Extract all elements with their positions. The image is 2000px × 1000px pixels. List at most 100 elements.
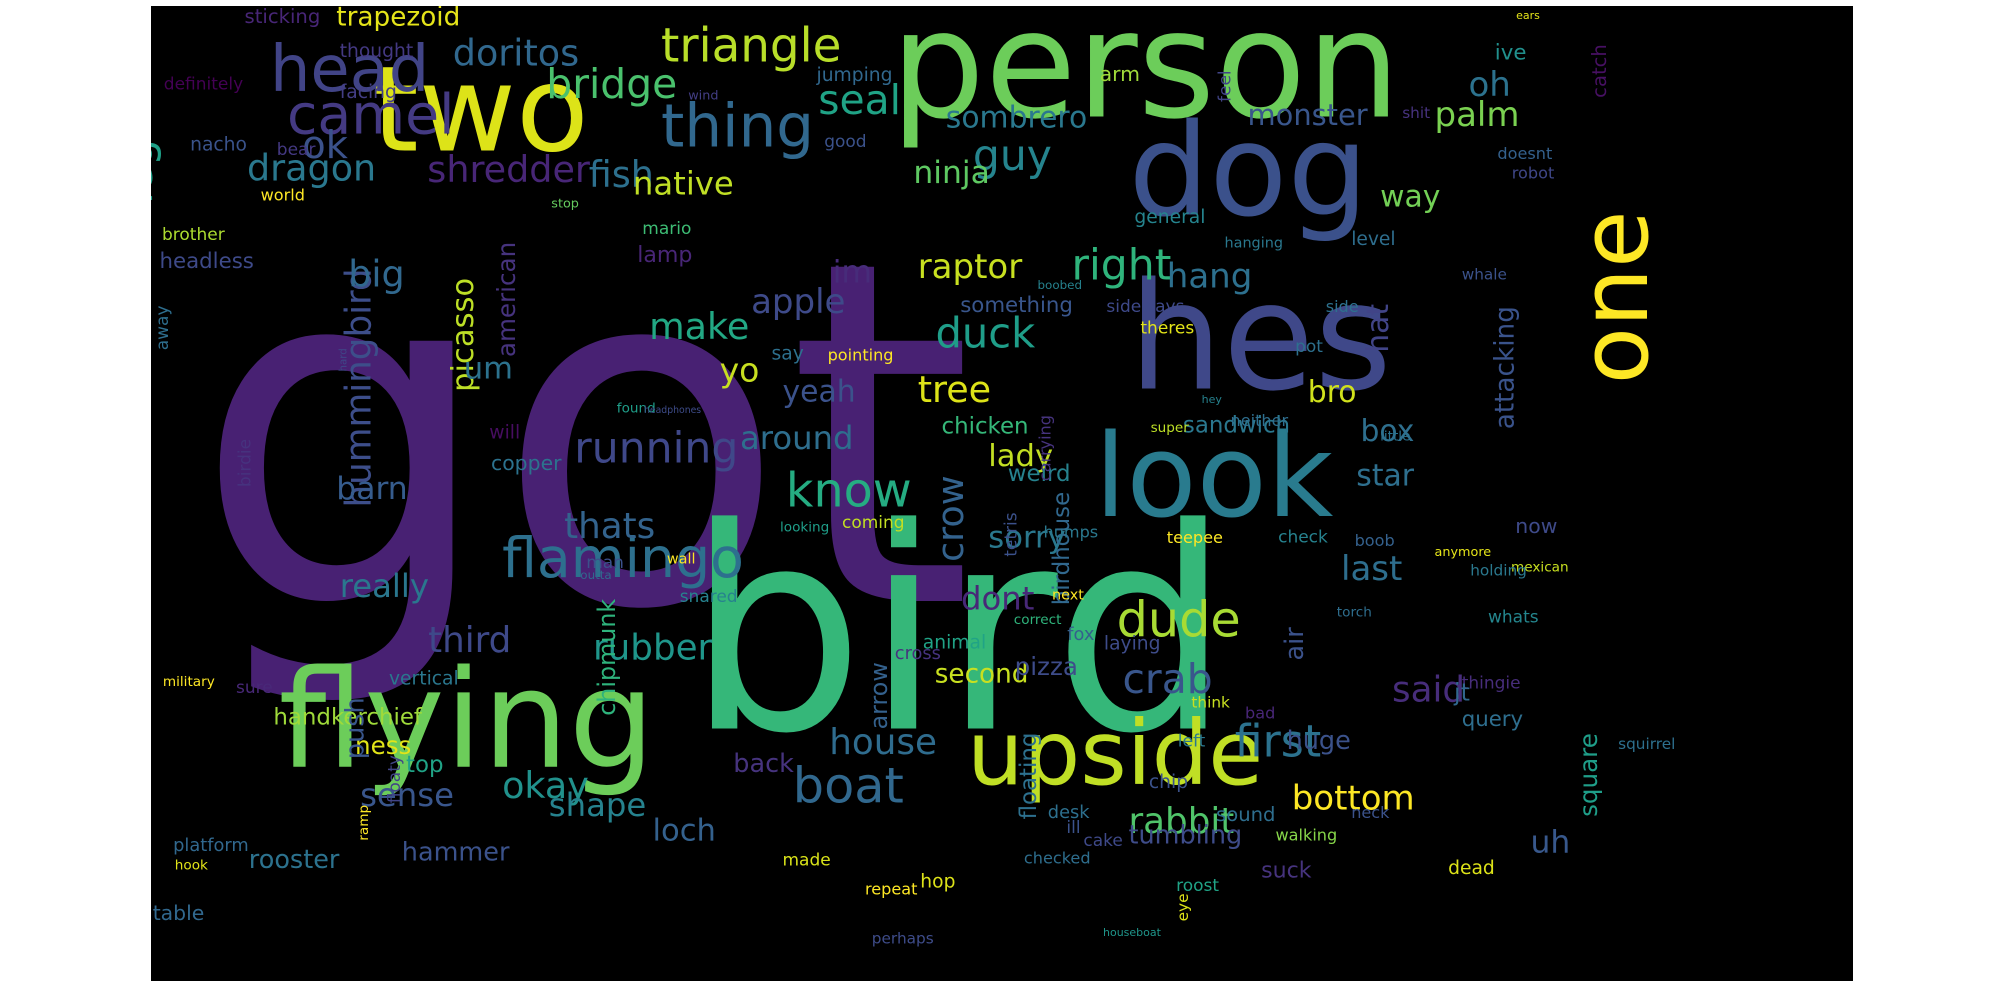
word-bad: bad [1245,703,1275,722]
word-really: really [340,567,429,605]
word-top: top [406,752,444,778]
word-big: big [348,253,404,296]
word-eye: eye [1174,894,1192,922]
word-world: world [261,186,305,205]
word-correct: correct [1014,612,1062,628]
word-sombrero: sombrero [946,101,1087,136]
word-make: make [649,305,749,348]
word-dog: dog [1129,97,1369,245]
word-cross: cross [895,643,941,664]
word-picasso: picasso [446,278,481,392]
word-definitely: definitely [164,74,243,94]
word-guy: guy [973,132,1052,181]
word-huge: huge [1287,726,1351,756]
word-loch: loch [653,814,716,849]
word-jt: jt [1453,678,1470,706]
word-repeat: repeat [865,879,917,898]
word-yeah: yeah [783,374,856,409]
word-next: next [1052,587,1084,603]
word-platform: platform [173,835,249,856]
word-birdie: birdie [236,439,256,487]
word-theres: theres [1140,318,1194,338]
word-rabbit: rabbit [1129,801,1235,842]
word-military: military [163,674,215,690]
word-whale: whale [1462,266,1507,284]
word-ness: ness [355,731,411,760]
word-humps: humps [1044,522,1099,541]
word-apple: apple [751,282,845,322]
word-mario: mario [642,219,691,239]
word-anymore: anymore [1435,545,1492,560]
word-air: air [1280,627,1310,661]
word-hop: hop [920,871,955,892]
word-floating: floating [1016,733,1042,820]
word-seal: seal [818,76,901,124]
word-sense: sense [360,776,454,814]
word-house: house [829,722,937,763]
word-crab: crab [1123,655,1213,703]
word-bear: bear [277,140,316,160]
word-yo: yo [720,351,760,390]
word-made: made [783,850,831,870]
word-pot: pot [1295,337,1323,357]
word-left: left [1178,731,1206,751]
word-whats: whats [1488,607,1539,627]
word-floaty: floaty [385,755,405,803]
word-hat: hat [1361,304,1396,353]
word-crow: crow [929,475,972,561]
word-pointing: pointing [828,345,894,364]
word-boobed: boobed [1038,278,1083,292]
word-laying: laying [1104,633,1161,654]
word-um: um [464,351,513,386]
word-side: side [1326,297,1359,316]
word-im: im [833,254,872,290]
word-tetris: tetris [1001,512,1021,557]
word-head: head [270,33,429,107]
word-pizza: pizza [1015,652,1078,681]
word-dont: dont [961,580,1034,618]
word-chicken: chicken [942,414,1029,440]
word-vertical: vertical [389,668,459,689]
word-weird: weird [1008,461,1071,487]
word-american: american [492,242,521,357]
word-torch: torch [1337,604,1372,620]
word-looking: looking [780,519,829,535]
word-hard: hard [339,348,350,371]
word-something: something [960,293,1073,318]
word-sorry: sorry [988,520,1065,555]
word-hook: hook [175,858,208,874]
word-copper: copper [491,451,562,475]
word-doesnt: doesnt [1497,144,1552,163]
word-chip: chip [1149,772,1188,793]
word-around: around [740,419,854,457]
word-back: back [733,749,794,779]
word-holding: holding [1470,562,1527,580]
word-second: second [935,660,1029,690]
word-neither: neither [1231,411,1289,430]
word-chipmunk: chipmunk [593,599,621,716]
word-boob: boob [1355,531,1395,550]
word-push: push [341,697,371,759]
word-lamp: lamp [637,242,692,268]
word-square: square [1574,733,1603,817]
word-ive: ive [1495,41,1527,66]
word-found: found [617,400,656,416]
word-birdhouse: birdhouse [1049,492,1075,605]
word-oh: oh [1469,65,1511,105]
word-suck: suck [1261,857,1312,883]
word-brother: brother [162,225,225,245]
word-star: star [1356,458,1414,493]
word-sandwich: sandwich [1183,413,1290,439]
word-right: right [1072,242,1172,291]
word-general: general [1134,207,1205,228]
word-know: know [786,464,912,519]
word-thing: thing [661,92,814,161]
word-hummingbird: hummingbird [338,268,379,507]
word-table: table [153,901,205,925]
word-tree: tree [918,368,991,411]
word-upside: upside [967,702,1263,806]
word-perhaps: perhaps [872,930,934,948]
word-coming: coming [842,513,905,533]
word-thats: thats [564,506,655,547]
